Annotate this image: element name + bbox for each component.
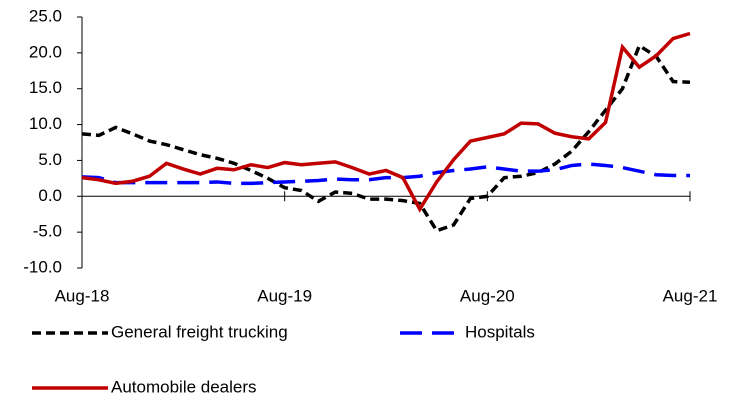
x-tick-label: Aug-18 [55,286,110,305]
legend-label: Hospitals [465,322,535,341]
y-tick-label: -5.0 [33,222,62,241]
y-tick-label: 5.0 [38,150,62,169]
series-line [81,31,691,213]
y-tick-label: 10.0 [29,114,62,133]
y-tick-label: -10.0 [23,257,62,276]
x-tick-label: Aug-19 [257,286,312,305]
series-line [81,43,691,233]
y-tick-label: 20.0 [29,42,62,61]
y-tick-label: 15.0 [29,78,62,97]
x-tick-label: Aug-21 [663,286,718,305]
y-tick-label: 25.0 [29,6,62,25]
legend-label: Automobile dealers [111,377,257,396]
x-tick-label: Aug-20 [460,286,515,305]
legend-label: General freight trucking [111,322,288,341]
y-tick-label: 0.0 [38,186,62,205]
series-line [81,162,690,186]
